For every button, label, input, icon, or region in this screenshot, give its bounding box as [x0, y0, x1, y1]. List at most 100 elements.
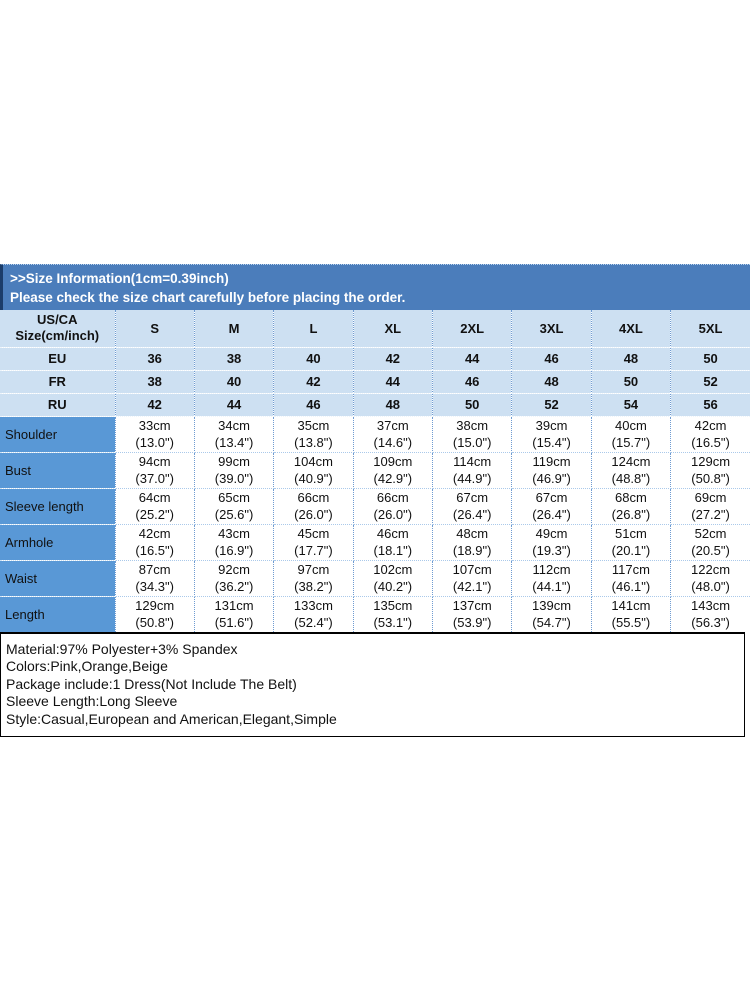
inch-value: (40.2")	[373, 579, 413, 594]
region-size-cell: 52	[511, 393, 592, 417]
product-info-line: Sleeve Length:Long Sleeve	[6, 693, 178, 710]
measurement-cell: 137cm (53.9")	[432, 596, 513, 632]
inch-value: (42.9")	[373, 471, 413, 486]
cm-value: 39cm	[535, 418, 568, 433]
product-info-line: Package include:1 Dress(Not Include The …	[6, 675, 297, 692]
region-size-cell: 40	[273, 347, 354, 371]
cm-value: 141cm	[611, 598, 651, 614]
inch-value: (15.0")	[452, 435, 492, 450]
measurement-cell: 42cm (16.5")	[670, 416, 750, 453]
measurement-label: Shoulder	[0, 416, 116, 453]
measurement-cell: 94cm (37.0")	[115, 452, 195, 489]
inch-value: (36.2")	[214, 579, 254, 594]
inch-value: (26.4")	[452, 507, 492, 522]
region-size-cell: 48	[353, 393, 434, 417]
inch-value: (16.9")	[214, 543, 254, 558]
inch-value: (19.3")	[532, 543, 571, 558]
region-size-cell: 54	[591, 393, 672, 417]
region-size-cell: 42	[115, 393, 195, 417]
inch-value: (13.8")	[294, 435, 333, 450]
inch-value: (46.9")	[532, 471, 571, 486]
measurement-cell: 67cm (26.4")	[432, 488, 513, 525]
cm-value: 129cm	[135, 598, 175, 614]
size-header-row: US/CA Size(cm/inch) S M L XL 2XL 3XL 4XL 5XL	[0, 310, 750, 348]
cm-value: 66cm	[297, 490, 330, 505]
inch-value: (18.9")	[452, 543, 492, 558]
inch-value: (37.0")	[135, 471, 174, 486]
region-size-cell: 56	[670, 393, 750, 417]
cm-value: 52cm	[694, 526, 727, 541]
cm-value: 38cm	[456, 418, 489, 433]
cm-value: 42cm	[138, 526, 171, 541]
banner-subtitle: Please check the size chart carefully be…	[10, 290, 406, 305]
measurement-cell: 122cm (48.0")	[670, 560, 750, 597]
region-size-cell: 50	[432, 393, 513, 417]
measurement-row: Bust 94cm (37.0") 99cm (39.0") 104cm (40.9") 10…	[0, 452, 750, 489]
measurement-row: Length 129cm (50.8") 131cm (51.6") 133cm (52.4…	[0, 596, 750, 632]
inch-value: (44.1")	[532, 579, 571, 594]
measurement-label: Waist	[0, 560, 116, 597]
inch-value: (16.5")	[135, 543, 174, 558]
inch-value: (39.0")	[214, 471, 254, 486]
measurement-cell: 107cm (42.1")	[432, 560, 513, 597]
measurement-cell: 119cm (46.9")	[511, 452, 592, 489]
inch-value: (40.9")	[294, 471, 333, 486]
measurement-cell: 117cm (46.1")	[591, 560, 672, 597]
region-size-cell: 44	[194, 393, 275, 417]
region-size-cell: 42	[353, 347, 434, 371]
product-info-box: Material:97% Polyester+3% Spandex Colors:…	[0, 632, 745, 738]
product-info-line: Style:Casual,European and American,Elega…	[6, 710, 337, 727]
cm-value: 104cm	[293, 454, 333, 469]
measurement-cell: 34cm (13.4")	[194, 416, 275, 453]
size-column-header: 5XL	[670, 310, 750, 348]
cm-value: 133cm	[293, 598, 333, 614]
measurement-cell: 112cm (44.1")	[511, 560, 592, 597]
cm-value: 117cm	[611, 562, 650, 577]
region-size-cell: 38	[115, 370, 195, 394]
cm-value: 122cm	[691, 562, 731, 577]
measurement-cell: 39cm (15.4")	[511, 416, 592, 453]
inch-value: (25.2")	[135, 507, 174, 522]
cm-value: 99cm	[218, 454, 250, 469]
cm-value: 139cm	[532, 598, 572, 614]
size-info-sheet: >>Size Information(1cm=0.39inch) Please …	[0, 264, 750, 738]
measurement-cell: 49cm (19.3")	[511, 524, 592, 561]
region-size-cell: 46	[432, 370, 513, 394]
cm-value: 46cm	[376, 526, 409, 541]
inch-value: (26.0")	[373, 507, 413, 522]
measurement-cell: 133cm (52.4")	[273, 596, 354, 632]
cm-value: 135cm	[373, 598, 413, 614]
size-column-header: M	[194, 310, 275, 348]
region-size-cell: 46	[273, 393, 354, 417]
cm-value: 109cm	[373, 454, 413, 469]
inch-value: (55.5")	[611, 615, 651, 631]
inch-value: (15.4")	[532, 435, 571, 450]
region-size-cell: 46	[511, 347, 592, 371]
region-size-cell: 38	[194, 347, 275, 371]
measurement-cell: 46cm (18.1")	[353, 524, 434, 561]
measurement-cell: 35cm (13.8")	[273, 416, 354, 453]
measurement-cell: 66cm (26.0")	[273, 488, 354, 525]
measurement-cell: 141cm (55.5")	[591, 596, 672, 632]
region-size-cell: 36	[115, 347, 195, 371]
size-column-header: S	[115, 310, 195, 348]
inch-value: (18.1")	[373, 543, 413, 558]
size-column-header: L	[273, 310, 354, 348]
measurement-cell: 135cm (53.1")	[353, 596, 434, 632]
region-size-cell: 52	[670, 370, 750, 394]
cm-value: 51cm	[615, 526, 647, 541]
cm-value: 37cm	[376, 418, 409, 433]
inch-value: (48.8")	[611, 471, 651, 486]
region-size-cell: 44	[353, 370, 434, 394]
region-size-cell: 50	[670, 347, 750, 371]
cm-value: 143cm	[691, 598, 731, 614]
measurement-cell: 104cm (40.9")	[273, 452, 354, 489]
cm-value: 112cm	[532, 562, 571, 577]
measurement-cell: 67cm (26.4")	[511, 488, 592, 525]
region-size-cell: 40	[194, 370, 275, 394]
cm-value: 67cm	[456, 490, 489, 505]
cm-value: 42cm	[694, 418, 727, 433]
region-row: FR 38 40 42 44 46 48 50 52	[0, 370, 750, 394]
cm-value: 48cm	[456, 526, 489, 541]
measurement-cell: 109cm (42.9")	[353, 452, 434, 489]
